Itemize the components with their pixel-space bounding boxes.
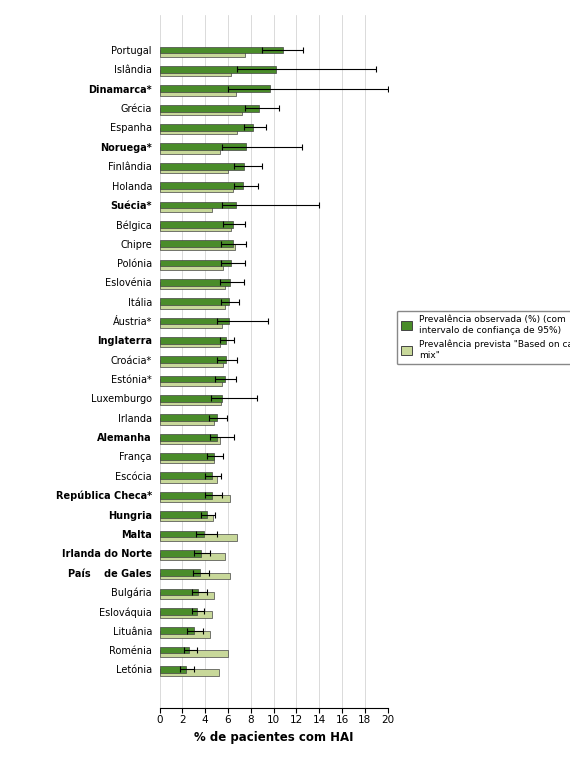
Bar <box>160 534 237 541</box>
Bar <box>160 147 220 154</box>
Bar <box>160 240 233 247</box>
Bar <box>160 46 283 53</box>
Bar <box>160 415 217 421</box>
Bar <box>160 282 225 289</box>
Bar <box>160 244 235 250</box>
Bar <box>160 476 217 482</box>
Bar <box>160 530 204 537</box>
Bar <box>160 105 259 112</box>
Bar <box>160 553 225 560</box>
Bar <box>160 550 201 556</box>
Bar <box>160 202 236 209</box>
Bar <box>160 124 253 131</box>
Bar <box>160 128 237 135</box>
Bar <box>160 144 246 150</box>
X-axis label: % de pacientes com HAI: % de pacientes com HAI <box>194 731 353 744</box>
Bar <box>160 298 229 305</box>
Bar <box>160 588 198 595</box>
Bar <box>160 647 189 654</box>
Bar <box>160 418 214 425</box>
Bar <box>160 50 245 57</box>
Bar <box>160 224 231 231</box>
Bar <box>160 337 226 344</box>
Bar <box>160 379 222 386</box>
Bar <box>160 438 220 444</box>
Bar <box>160 457 214 463</box>
Bar <box>160 205 212 212</box>
Bar <box>160 473 212 479</box>
Bar <box>160 340 220 347</box>
Bar <box>160 108 242 115</box>
Bar <box>160 66 276 73</box>
Bar <box>160 608 197 615</box>
Bar <box>160 399 221 406</box>
Bar <box>160 650 228 657</box>
Bar <box>160 260 231 266</box>
Bar <box>160 627 194 634</box>
Bar <box>160 317 229 324</box>
Bar <box>160 186 233 193</box>
Bar <box>160 670 219 677</box>
Bar <box>160 89 236 96</box>
Bar <box>160 167 228 173</box>
Bar <box>160 302 225 308</box>
Bar <box>160 631 210 638</box>
Bar <box>160 221 233 228</box>
Bar <box>160 163 244 170</box>
Bar <box>160 666 186 673</box>
Bar <box>160 376 225 383</box>
Bar <box>160 453 214 460</box>
Legend: Prevalência observada (%) (com
intervalo de confiança de 95%), Prevalência previ: Prevalência observada (%) (com intervalo… <box>397 310 570 365</box>
Bar <box>160 592 214 599</box>
Bar <box>160 434 217 441</box>
Bar <box>160 69 231 76</box>
Bar <box>160 511 207 518</box>
Bar <box>160 395 222 402</box>
Bar <box>160 85 270 92</box>
Bar <box>160 279 230 285</box>
Bar <box>160 492 212 498</box>
Bar <box>160 495 230 502</box>
Bar <box>160 356 226 363</box>
Bar <box>160 182 243 189</box>
Bar <box>160 611 212 618</box>
Bar <box>160 569 200 576</box>
Bar <box>160 514 213 521</box>
Bar <box>160 321 222 328</box>
Bar <box>160 263 223 270</box>
Bar <box>160 360 223 367</box>
Bar <box>160 573 230 579</box>
